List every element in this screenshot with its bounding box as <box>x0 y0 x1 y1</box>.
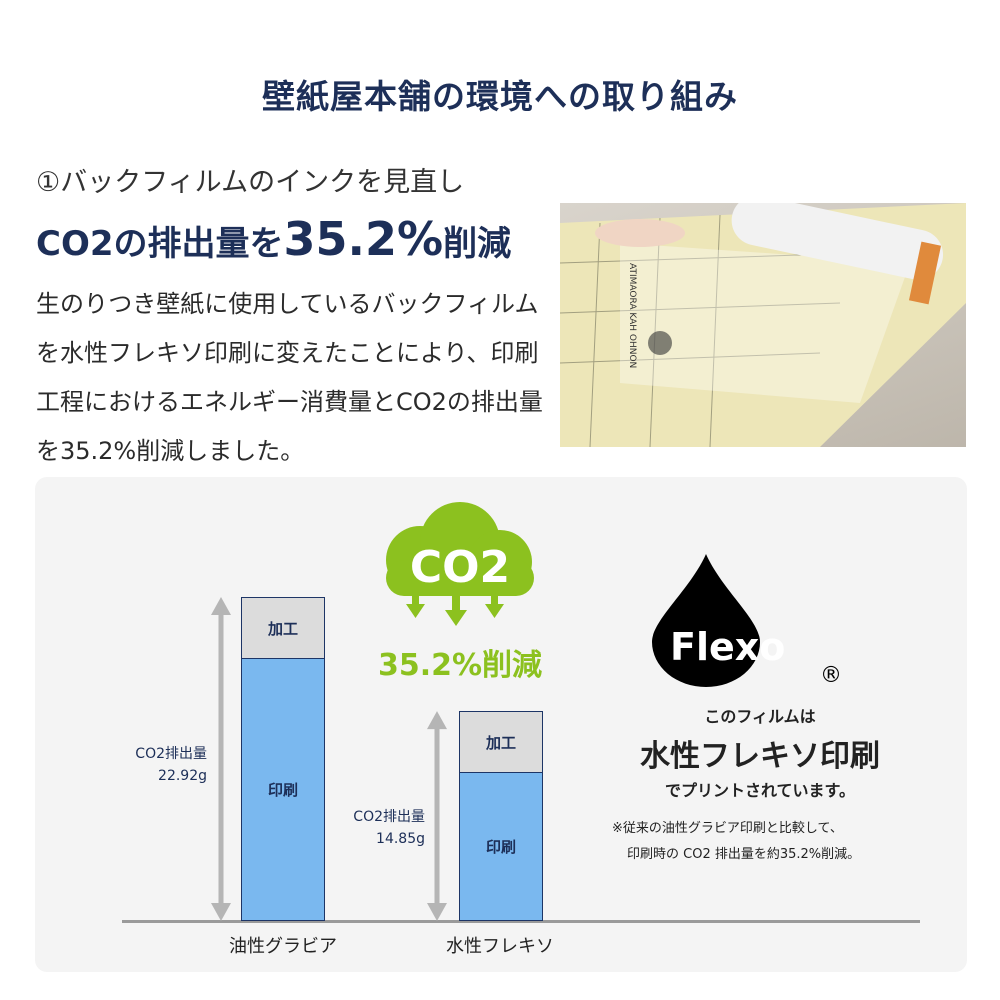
segment-processing: 加工 <box>460 712 542 774</box>
page-title: 壁紙屋本舗の環境への取り組み <box>262 77 738 116</box>
section-subtitle: ①バックフィルムのインクを見直し <box>36 167 465 198</box>
reduction-label: 35.2%削減 <box>377 648 543 683</box>
flexo-line2: 水性フレキソ印刷 <box>640 739 880 774</box>
flexo-note2: 印刷時の CO2 排出量を約35.2%削減。 <box>627 847 861 862</box>
photo-illustration: ATIMAORA KAH OHNON <box>560 203 966 447</box>
registered-mark: ® <box>820 663 842 688</box>
category-label-flexo: 水性フレキソ <box>446 936 554 957</box>
value-label-title: CO2排出量 <box>353 808 425 825</box>
segment-printing: 印刷 <box>460 773 542 920</box>
value-label-title: CO2排出量 <box>135 745 207 762</box>
flexo-logo-text: Flexo <box>670 625 785 669</box>
value-label-flexo: CO2排出量 14.85g <box>318 806 425 850</box>
flexo-line1: このフィルムは <box>704 707 816 726</box>
value-arrow-head <box>427 711 447 730</box>
co2-cloud-icon: CO2 <box>386 502 534 626</box>
bar-water-flexo: 加工 印刷 <box>459 711 543 921</box>
chart-baseline <box>122 920 920 923</box>
backfilm-photo: ATIMAORA KAH OHNON <box>560 203 966 447</box>
section-body: 生のりつき壁紙に使用しているバックフィルムを水性フレキソ印刷に変えたことにより、… <box>36 290 543 465</box>
bar-oil-gravure: 加工 印刷 <box>241 597 325 921</box>
category-label-oil: 油性グラビア <box>229 936 337 957</box>
value-arrow-head <box>211 597 231 615</box>
flexo-line3: でプリントされています。 <box>665 781 855 800</box>
value-label-number: 22.92g <box>158 767 207 784</box>
headline-pre: CO2の排出量を <box>36 224 284 264</box>
segment-printing: 印刷 <box>242 659 324 920</box>
value-arrow-head <box>211 903 231 921</box>
headline-value: 35.2% <box>283 212 444 266</box>
value-label-oil: CO2排出量 22.92g <box>100 743 207 787</box>
cloud-label: CO2 <box>410 542 510 593</box>
segment-processing: 加工 <box>242 598 324 659</box>
value-label-number: 14.85g <box>376 830 425 847</box>
headline-post: 削減 <box>443 224 512 264</box>
value-arrow-head <box>427 903 447 921</box>
flexo-note1: ※従来の油性グラビア印刷と比較して、 <box>612 821 843 836</box>
flexo-drop-logo: Flexo ® <box>652 554 842 688</box>
headline: CO2の排出量を35.2%削減 <box>36 212 511 266</box>
photo-print-text: ATIMAORA KAH OHNON <box>627 263 637 368</box>
